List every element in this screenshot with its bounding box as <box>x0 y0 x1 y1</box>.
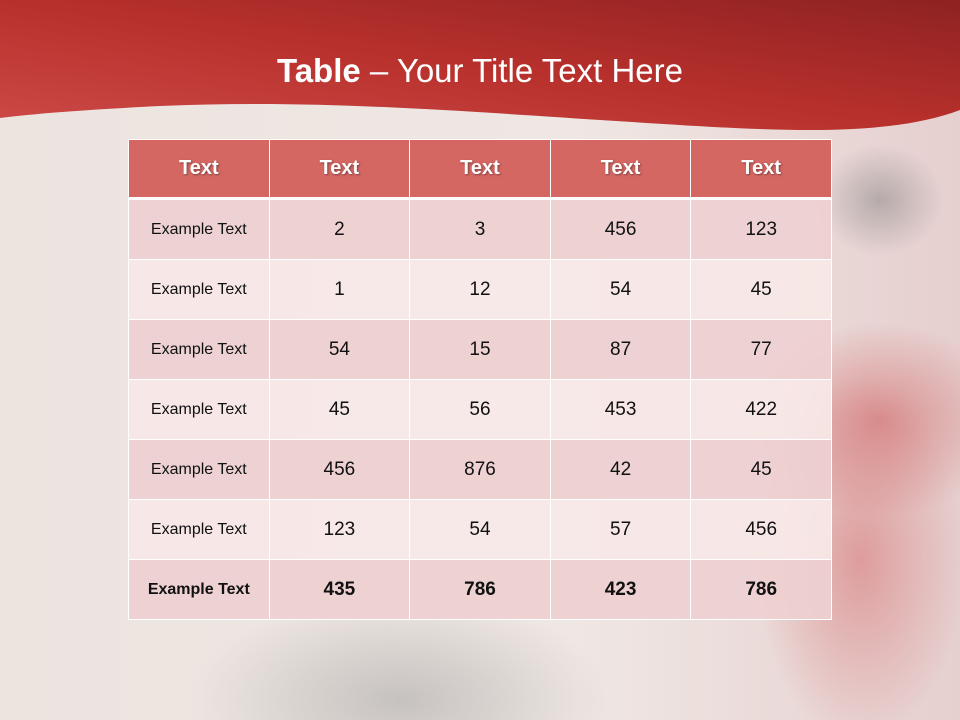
column-header: Text <box>268 139 411 199</box>
column-header: Text <box>128 139 270 199</box>
table-row: Example Text 54 15 87 77 <box>128 319 832 380</box>
table-cell: 57 <box>549 499 692 560</box>
table-cell: 876 <box>409 439 551 500</box>
table-row: Example Text 45 56 453 422 <box>128 379 832 440</box>
table-row: Example Text 1 12 54 45 <box>128 259 832 320</box>
table-cell: 15 <box>409 319 551 380</box>
header-row: Text Text Text Text Text <box>128 139 832 199</box>
row-label: Example Text <box>128 319 270 380</box>
table-cell: 54 <box>409 499 551 560</box>
table-row: Example Text 456 876 42 45 <box>128 439 832 500</box>
table-cell: 423 <box>549 559 692 620</box>
table-cell: 123 <box>690 198 832 260</box>
table-cell: 54 <box>549 259 692 320</box>
table-cell: 2 <box>268 198 411 260</box>
column-header: Text <box>690 139 832 199</box>
table-cell: 456 <box>549 198 692 260</box>
table-row: Example Text 2 3 456 123 <box>128 198 832 260</box>
table-cell: 12 <box>409 259 551 320</box>
table-row: Example Text 435 786 423 786 <box>128 559 832 620</box>
title-bold: Table <box>277 52 361 89</box>
table-cell: 87 <box>549 319 692 380</box>
table-cell: 54 <box>268 319 411 380</box>
table-cell: 42 <box>549 439 692 500</box>
column-header: Text <box>549 139 692 199</box>
column-header: Text <box>409 139 551 199</box>
table-cell: 786 <box>690 559 832 620</box>
table-cell: 56 <box>409 379 551 440</box>
table-cell: 77 <box>690 319 832 380</box>
row-label: Example Text <box>128 379 270 440</box>
data-table: Text Text Text Text Text Example Text 2 3 456 12… <box>128 139 832 620</box>
row-label: Example Text <box>128 198 270 260</box>
row-label: Example Text <box>128 439 270 500</box>
table-cell: 456 <box>268 439 411 500</box>
table-cell: 453 <box>549 379 692 440</box>
table-cell: 45 <box>690 259 832 320</box>
table-cell: 3 <box>409 198 551 260</box>
table-cell: 422 <box>690 379 832 440</box>
slide-title: Table – Your Title Text Here <box>0 52 960 90</box>
title-banner <box>0 0 960 130</box>
table-cell: 45 <box>690 439 832 500</box>
title-rest: – Your Title Text Here <box>360 52 683 89</box>
table-cell: 123 <box>268 499 411 560</box>
table-row: Example Text 123 54 57 456 <box>128 499 832 560</box>
table-cell: 435 <box>268 559 411 620</box>
table-cell: 1 <box>268 259 411 320</box>
row-label: Example Text <box>128 559 270 620</box>
row-label: Example Text <box>128 499 270 560</box>
table-cell: 45 <box>268 379 411 440</box>
row-label: Example Text <box>128 259 270 320</box>
table-cell: 786 <box>409 559 551 620</box>
table-cell: 456 <box>690 499 832 560</box>
